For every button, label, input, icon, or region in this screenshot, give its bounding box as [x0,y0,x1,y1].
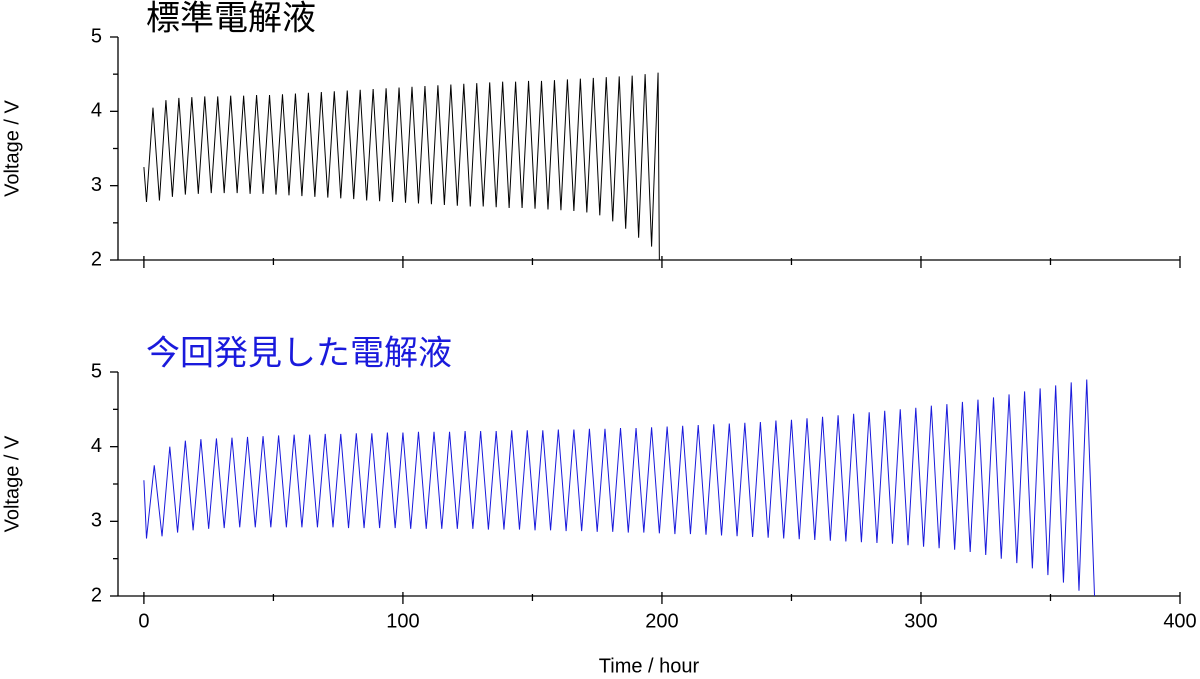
y-tick-label: 3 [91,174,102,196]
y-tick-label: 3 [91,510,102,532]
y-tick-label: 4 [91,435,102,457]
y-tick-label: 5 [91,25,102,47]
voltage-line [143,72,660,261]
x-tick-label: 400 [1163,610,1196,632]
y-tick-label: 5 [91,360,102,382]
x-axis-label: Time / hour [599,655,700,677]
x-tick-label: 100 [386,610,419,632]
y-axis-label: Voltage / V [1,99,23,196]
x-tick-label: 200 [645,610,678,632]
y-tick-label: 2 [91,248,102,270]
y-axis-label: Voltage / V [1,435,23,532]
chart-title: 今回発見した電解液 [146,334,452,374]
x-tick-label: 0 [138,610,149,632]
y-tick-label: 4 [91,100,102,122]
y-tick-label: 2 [91,584,102,606]
voltage-line [143,379,1096,597]
x-tick-label: 300 [904,610,937,632]
chart-title: 標準電解液 [146,0,316,39]
